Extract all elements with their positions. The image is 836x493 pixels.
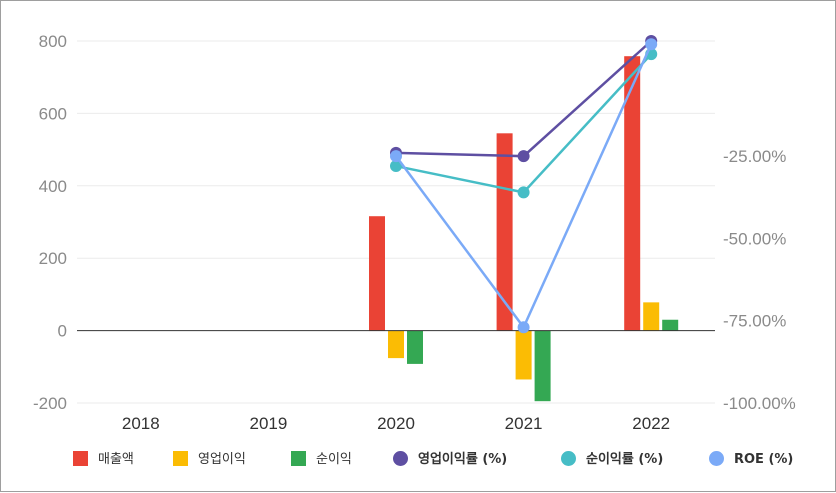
legend: 매출액 영업이익 순이익 영업이익률 (%) 순이익률 (%) ROE (%) <box>73 451 793 467</box>
y-right-tick-label: -100.00% <box>723 394 796 413</box>
series-line <box>395 40 653 158</box>
legend-swatch <box>173 451 188 466</box>
y-axis-right: -25.00% -50.00% -75.00% -100.00% <box>723 147 796 413</box>
bar <box>515 330 532 380</box>
y-left-tick-label: -200 <box>33 394 67 413</box>
series-point <box>517 150 530 163</box>
series-point <box>517 186 530 199</box>
bar <box>624 56 641 331</box>
bar <box>496 133 513 331</box>
line-series-group <box>390 35 658 334</box>
x-tick-label: 2022 <box>632 414 670 433</box>
legend-swatch <box>291 451 306 466</box>
y-right-tick-label: -75.00% <box>723 312 786 331</box>
line-series-clip <box>390 35 658 334</box>
bar <box>534 330 551 402</box>
series-point <box>517 321 530 334</box>
legend-swatch <box>393 451 408 466</box>
bar-series-group <box>369 56 679 402</box>
y-right-tick-label: -25.00% <box>723 147 786 166</box>
series-point <box>645 38 658 51</box>
legend-label: 영업이익률 (%) <box>418 451 507 467</box>
gridlines <box>77 40 715 404</box>
x-axis: 2018 2019 2020 2021 2022 <box>122 414 670 433</box>
x-tick-label: 2018 <box>122 414 160 433</box>
legend-label: 영업이익 <box>198 452 246 467</box>
y-right-tick-label: -50.00% <box>723 229 786 248</box>
y-left-tick-label: 200 <box>39 249 67 268</box>
x-tick-label: 2020 <box>377 414 415 433</box>
bar <box>388 330 404 359</box>
y-axis-left: 800 600 400 200 0 -200 <box>33 32 67 413</box>
y-left-tick-label: 600 <box>39 104 67 123</box>
legend-swatch <box>73 451 88 466</box>
legend-label: 순이익률 (%) <box>586 451 663 467</box>
bar <box>662 319 679 331</box>
legend-swatch <box>561 451 576 466</box>
legend-label: 순이익 <box>316 452 352 467</box>
bar <box>643 302 660 331</box>
series-point <box>390 160 402 173</box>
x-tick-label: 2021 <box>505 414 543 433</box>
y-left-tick-label: 400 <box>39 177 67 196</box>
bar <box>407 330 423 364</box>
x-tick-label: 2019 <box>249 414 287 433</box>
y-left-tick-label: 800 <box>39 32 67 51</box>
y-left-tick-label: 0 <box>58 322 67 341</box>
legend-label: 매출액 <box>98 452 134 467</box>
legend-swatch <box>709 451 724 466</box>
series-point <box>390 150 402 163</box>
bar <box>369 216 385 331</box>
legend-label: ROE (%) <box>734 452 793 467</box>
